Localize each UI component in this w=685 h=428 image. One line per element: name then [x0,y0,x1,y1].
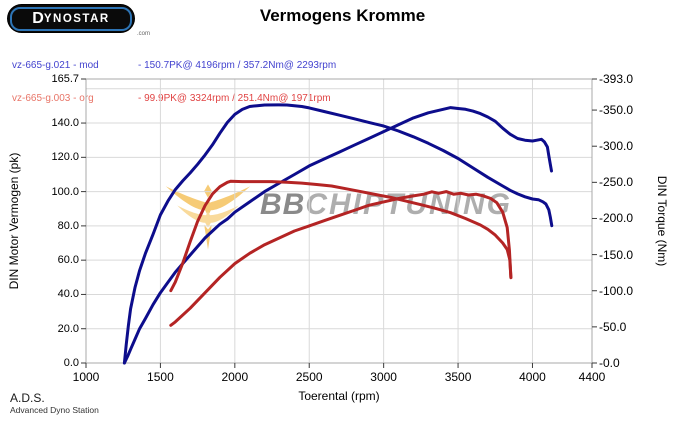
right-tick-label: -250.0 [599,175,634,190]
x-tick-label: 2000 [221,370,249,384]
x-tick-label: 3000 [370,370,397,384]
left-tick-label: 120.0 [51,151,79,164]
left-axis-title: DIN Motor Vermogen (pk) [7,152,21,290]
run-legend: vz-665-g.021 - mod - 150.7PK@ 4196rpm / … [12,38,336,126]
legend-run-stats-org: - 99.9PK@ 3324rpm / 251.4Nm@ 1971rpm [138,93,331,104]
x-tick-label: 1500 [147,370,174,384]
dynostar-logo: D YNOSTAR .com [8,5,150,37]
right-tick-label: -300.0 [599,139,634,154]
left-tick-label: 40.0 [57,288,79,301]
x-tick-label: 2500 [295,370,323,384]
left-tick-label: 165.7 [51,73,79,85]
right-tick-label: -200.0 [599,211,634,226]
left-tick-label: 140.0 [51,117,79,130]
right-tick-label: -100.0 [599,283,634,298]
right-tick-label: -150.0 [599,247,634,262]
legend-run-name-mod: vz-665-g.021 - mod [12,60,99,71]
ads-abbr: A.D.S. [10,391,45,405]
watermark-bb: BB [260,188,306,221]
right-axis-title: DIN Torque (Nm) [655,175,669,267]
logo-text-rest: YNOSTAR [43,12,110,25]
curve-mod-power-pk- [122,106,553,365]
plot-border [85,78,593,364]
right-tick-label: -350.0 [599,103,634,118]
dynostar-logo-pill: D YNOSTAR [8,5,134,32]
plot-area [81,78,597,368]
x-tick-label: 3500 [444,370,472,384]
right-tick-label: -50.0 [599,319,627,334]
left-tick-label: 0.0 [63,357,79,369]
curve-mod-torque-nm- [122,103,554,365]
left-tick-label: 80.0 [57,219,79,232]
x-axis-title: Toerental (rpm) [298,389,380,403]
page-title: Vermogens Kromme [259,6,426,25]
x-tick-label: 4400 [578,370,606,384]
left-tick-label: 60.0 [57,254,79,267]
x-tick-label: 4000 [519,370,546,384]
right-tick-label: -393.0 [599,72,634,86]
ads-full-name: Advanced Dyno Station [10,405,99,415]
x-tick-label: 1000 [72,370,100,384]
curve-org-power-pk- [169,190,513,327]
curve-org-torque-nm- [169,179,513,293]
legend-run-stats-mod: - 150.7PK@ 4196rpm / 357.2Nm@ 2293rpm [138,60,337,71]
right-tick-label: -0.0 [599,356,620,370]
legend-row-mod: vz-665-g.021 - mod - 150.7PK@ 4196rpm / … [12,60,336,71]
logo-text-d: D [32,9,44,27]
left-tick-label: 20.0 [57,322,79,335]
logo-com-suffix: .com [137,31,151,37]
left-tick-label: 100.0 [51,185,79,198]
dynostar-logo-ring: D YNOSTAR [10,6,132,31]
